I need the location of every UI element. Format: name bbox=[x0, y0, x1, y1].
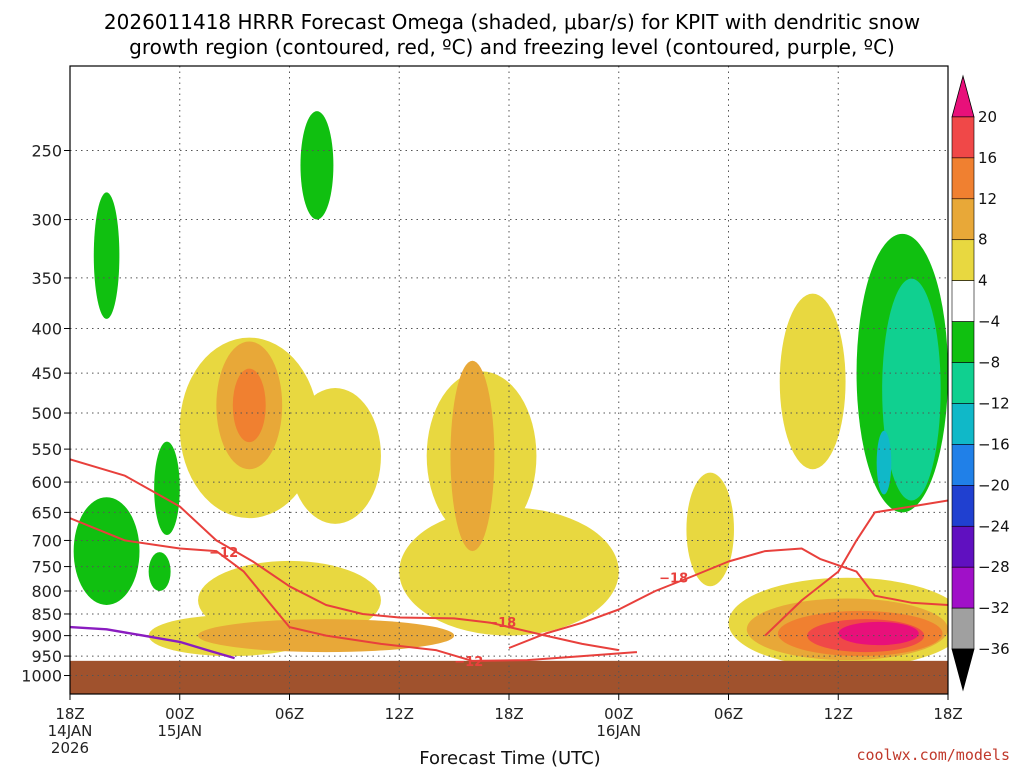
omega-region-pos8-11 bbox=[450, 360, 495, 552]
omega-region-neg4-20 bbox=[148, 552, 171, 592]
y-tick-label-300: 300 bbox=[31, 211, 62, 230]
colorbar-tick-2: 12 bbox=[978, 190, 997, 208]
colorbar-segment-10 bbox=[951, 485, 975, 527]
credit-label: coolwx.com/models bbox=[856, 746, 1010, 764]
x-axis-label: Forecast Time (UTC) bbox=[419, 748, 600, 768]
colorbar-tick-13: −36 bbox=[978, 640, 1010, 658]
contour-label-2: −18 bbox=[487, 616, 516, 631]
colorbar-segment-3 bbox=[951, 198, 975, 241]
colorbar-tick-10: −24 bbox=[978, 517, 1010, 535]
colorbar-segment-13 bbox=[951, 607, 975, 650]
y-tick-label-750: 750 bbox=[31, 558, 62, 577]
colorbar-tick-7: −12 bbox=[978, 394, 1010, 412]
y-axis-ticks: 250 300 350 400 450 500 550 600 650 700 750 800 850 9… bbox=[21, 142, 70, 686]
y-tick-label-400: 400 bbox=[31, 320, 62, 339]
x-date-label-0-0: 14JAN bbox=[48, 722, 93, 740]
colorbar-segment-2 bbox=[951, 157, 975, 200]
contour-label-3: −12 bbox=[454, 655, 483, 670]
omega-region-pos4-8 bbox=[779, 293, 846, 470]
dgz-contours bbox=[70, 458, 948, 662]
colorbar-tick-8: −16 bbox=[978, 435, 1010, 453]
contour-label-1: −18 bbox=[659, 572, 688, 587]
colorbar-tick-11: −28 bbox=[978, 558, 1010, 576]
colorbar: 20 16 12 8 4 −4 −8 −12 −16 −20 −24 −28 −32 −36 bbox=[951, 74, 1010, 692]
x-tick-label-24: 18Z bbox=[494, 705, 523, 723]
colorbar-tick-0: 20 bbox=[978, 108, 997, 126]
colorbar-tick-12: −32 bbox=[978, 599, 1010, 617]
dgz-minus18-a bbox=[508, 547, 948, 649]
colorbar-triangle-bottom bbox=[951, 648, 975, 692]
x-axis-ticks: 18Z 00Z 06Z 12Z 18Z 00Z 06Z 12Z 18Z14JAN202615JA… bbox=[48, 694, 963, 757]
colorbar-tick-6: −8 bbox=[978, 354, 1000, 372]
omega-region-neg4-21 bbox=[300, 111, 334, 220]
contour-label-0: −12 bbox=[209, 546, 238, 561]
colorbar-segment-7 bbox=[951, 362, 975, 404]
colorbar-tick-1: 16 bbox=[978, 149, 997, 167]
omega-region-neg8-23 bbox=[882, 278, 941, 501]
colorbar-segment-6 bbox=[951, 321, 975, 363]
dgz-minus18-b bbox=[764, 499, 948, 637]
colorbar-tick-5: −4 bbox=[978, 313, 1000, 331]
x-tick-label-18: 12Z bbox=[385, 705, 414, 723]
x-tick-label-12: 06Z bbox=[275, 705, 304, 723]
y-tick-label-650: 650 bbox=[31, 503, 62, 522]
y-tick-label-700: 700 bbox=[31, 531, 62, 550]
colorbar-segment-12 bbox=[951, 566, 975, 609]
x-tick-label-48: 18Z bbox=[933, 705, 962, 723]
colorbar-tick-4: 4 bbox=[978, 272, 988, 290]
colorbar-segment-8 bbox=[951, 403, 975, 445]
omega-region-neg4-18 bbox=[93, 192, 120, 319]
x-tick-label-30: 00Z bbox=[604, 705, 633, 723]
colorbar-tick-3: 8 bbox=[978, 231, 988, 249]
omega-region-pos4-1 bbox=[399, 507, 619, 636]
contour-labels: −12 −18 −18 −12 bbox=[209, 546, 688, 670]
omega-shading bbox=[73, 111, 948, 668]
x-tick-label-42: 12Z bbox=[824, 705, 853, 723]
chart-title-line1: 2026011418 HRRR Forecast Omega (shaded, … bbox=[104, 10, 920, 34]
omega-region-pos12-6 bbox=[232, 368, 266, 443]
y-tick-label-600: 600 bbox=[31, 473, 62, 492]
dgz-minus12-lower bbox=[70, 517, 638, 662]
y-tick-label-800: 800 bbox=[31, 582, 62, 601]
y-tick-label-250: 250 bbox=[31, 142, 62, 161]
omega-region-neg4-19 bbox=[154, 441, 180, 535]
dgz-minus12-upper bbox=[70, 458, 619, 652]
y-tick-label-1000: 1000 bbox=[21, 667, 62, 686]
omega-region-neg4-17 bbox=[73, 497, 140, 605]
grid-lines bbox=[70, 66, 948, 694]
freezing-level-0C bbox=[70, 625, 235, 660]
y-tick-label-500: 500 bbox=[31, 404, 62, 423]
y-tick-label-450: 450 bbox=[31, 364, 62, 383]
omega-region-pos20-16 bbox=[838, 621, 919, 646]
y-tick-label-350: 350 bbox=[31, 269, 62, 288]
y-tick-label-950: 950 bbox=[31, 647, 62, 666]
omega-region-neg12-24 bbox=[876, 430, 892, 495]
x-tick-label-0: 18Z bbox=[55, 705, 84, 723]
chart-title-line2: growth region (contoured, red, ºC) and f… bbox=[129, 35, 895, 59]
y-tick-label-900: 900 bbox=[31, 627, 62, 646]
colorbar-tick-9: −20 bbox=[978, 476, 1010, 494]
y-tick-label-550: 550 bbox=[31, 440, 62, 459]
y-tick-label-850: 850 bbox=[31, 605, 62, 624]
colorbar-segment-4 bbox=[951, 239, 975, 281]
colorbar-segment-5 bbox=[951, 280, 975, 322]
x-tick-label-6: 00Z bbox=[165, 705, 194, 723]
colorbar-segment-11 bbox=[951, 525, 975, 568]
x-date-label-1-0: 15JAN bbox=[157, 722, 202, 740]
x-tick-label-36: 06Z bbox=[714, 705, 743, 723]
x-date-label-0-1: 2026 bbox=[51, 739, 89, 757]
colorbar-segment-1 bbox=[951, 116, 975, 159]
omega-region-pos4-7 bbox=[686, 472, 734, 587]
colorbar-segment-9 bbox=[951, 444, 975, 486]
x-date-label-2-0: 16JAN bbox=[596, 722, 641, 740]
